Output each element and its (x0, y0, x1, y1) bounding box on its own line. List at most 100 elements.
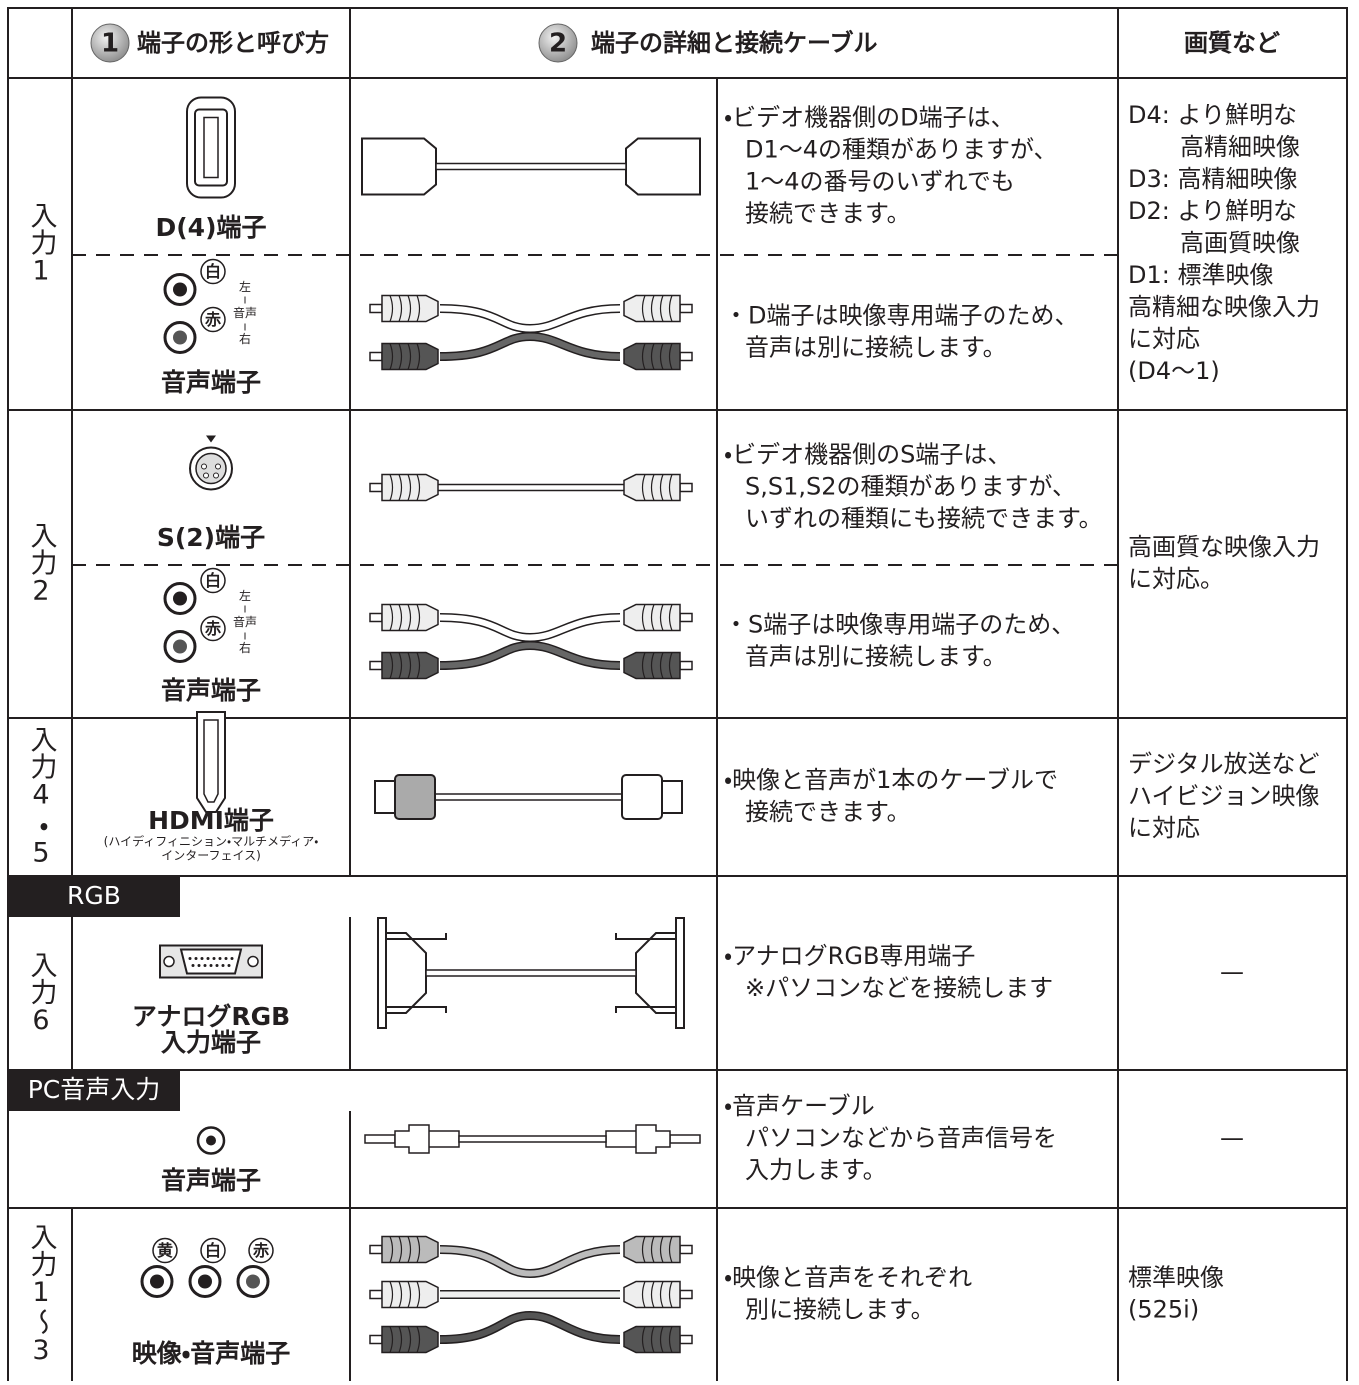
banner (8, 876, 180, 917)
description-line: 入力します。 (745, 1156, 887, 1184)
plug-grip (650, 604, 655, 631)
plug-tip (679, 660, 693, 671)
plug-grip (641, 1236, 646, 1263)
table-border (7, 7, 1348, 1385)
rca-plug (369, 1325, 439, 1354)
plug-grip (641, 1326, 646, 1353)
hdmi-tip (374, 780, 396, 814)
vga-pin (200, 957, 204, 960)
s-pin (203, 472, 209, 479)
jack-core (150, 1274, 164, 1289)
plug-grip (416, 295, 421, 322)
quality-line: に対応 (1128, 814, 1200, 842)
plug-grip (398, 343, 403, 370)
vga-shell (377, 917, 427, 1029)
plug-grip (416, 474, 421, 501)
rca-plug (369, 294, 439, 323)
cable-core (439, 305, 621, 332)
plug-tip (369, 1334, 383, 1345)
plug-grip (407, 474, 412, 501)
vga-screw (247, 955, 259, 968)
plug-grip (407, 295, 412, 322)
plug-grip (641, 1281, 646, 1308)
plug-grip (398, 604, 403, 631)
step-badge (538, 23, 578, 63)
rca-plug (623, 1325, 693, 1354)
quality-line: — (1220, 1124, 1244, 1152)
mini-body (394, 1124, 460, 1154)
description-line: 音声は別に接続します。 (745, 334, 1007, 362)
cable-core (439, 642, 621, 669)
plug-grip (389, 1236, 394, 1263)
plug-grip (398, 1326, 403, 1353)
channel-label: 右 (239, 640, 251, 655)
plug-tip (369, 1289, 383, 1300)
d-port-pin (203, 116, 219, 179)
vga-pin (188, 957, 192, 960)
plug-grip (659, 1236, 664, 1263)
cable-core (439, 1246, 621, 1277)
plug-grip (641, 474, 646, 501)
quality-line: 高画質な映像入力 (1128, 533, 1320, 561)
plug-grip (659, 295, 664, 322)
plug-grip (641, 343, 646, 370)
rca-plug (369, 1280, 439, 1309)
plug-grip (650, 652, 655, 679)
mini-plug (605, 1124, 701, 1154)
quality-line: 標準映像 (1128, 1264, 1224, 1292)
plug-grip (668, 1281, 673, 1308)
plug-grip (641, 295, 646, 322)
description-line: ・D端子は映像専用端子のため、 (724, 302, 1078, 330)
jack-core (198, 1274, 212, 1289)
description-line: D1〜4の種類がありますが、 (745, 136, 1058, 164)
hdmi-body (394, 774, 436, 820)
rca-plug (623, 473, 693, 502)
quality-line: D2: より鮮明な (1128, 197, 1297, 225)
mini-plug (364, 1124, 460, 1154)
description-line: パソコンなどから音声信号を (745, 1124, 1057, 1152)
plug-grip (416, 1236, 421, 1263)
jack-core (173, 330, 187, 345)
plug-grip (389, 474, 394, 501)
plug-tip (369, 612, 383, 623)
jack-core (173, 639, 187, 654)
plug-tip (679, 1244, 693, 1255)
vga-pin (206, 957, 210, 960)
mini-body (605, 1124, 671, 1154)
rca-plug (369, 651, 439, 680)
step-badge (90, 23, 130, 63)
plug-grip (389, 1281, 394, 1308)
input-label: 入力4・5 (26, 726, 58, 869)
vga-screw (163, 955, 175, 968)
plug-grip (407, 652, 412, 679)
vga-pin (218, 957, 222, 960)
step-number: 2 (549, 29, 567, 59)
plug-grip (416, 343, 421, 370)
jack-label: 白 (205, 262, 221, 281)
description-line: ※パソコンなどを接続します (745, 974, 1053, 1002)
plug-grip (407, 1236, 412, 1263)
quality-line: 高画質映像 (1180, 229, 1300, 257)
rca-plug (369, 603, 439, 632)
rca-plug (623, 342, 693, 371)
plug-tip (679, 1334, 693, 1345)
s-mark (206, 435, 216, 443)
vga-shell (635, 917, 685, 1029)
plug-grip (668, 343, 673, 370)
channel-label: 右 (239, 331, 251, 346)
vga-pin (230, 957, 234, 960)
hdmi-tip (661, 780, 683, 814)
jack-core (173, 282, 187, 297)
terminal-name: 音声端子 (161, 1166, 261, 1195)
plug-grip (668, 295, 673, 322)
plug-grip (650, 1281, 655, 1308)
vga-pin (212, 957, 216, 960)
plug-grip (416, 1326, 421, 1353)
plug-grip (650, 1236, 655, 1263)
plug-tip (679, 303, 693, 314)
cable (458, 1135, 607, 1143)
hdmi-body (621, 774, 663, 820)
plug-grip (650, 474, 655, 501)
plug-grip (398, 474, 403, 501)
jack-label-ring (152, 1237, 178, 1264)
